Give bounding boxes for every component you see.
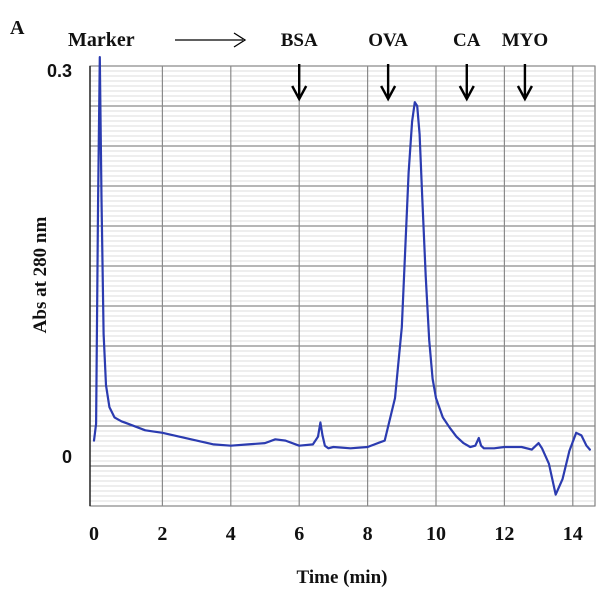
y-tick-labels: 00.3 bbox=[47, 61, 72, 467]
major-grid bbox=[90, 65, 595, 507]
marker-bsa-arrowhead bbox=[291, 85, 308, 102]
chromatogram-line bbox=[92, 56, 591, 496]
x-tick-label: 4 bbox=[226, 523, 236, 545]
panel-label: A bbox=[10, 17, 25, 39]
marker-label: Marker bbox=[68, 29, 135, 51]
marker-bsa-label: BSA bbox=[281, 30, 318, 51]
x-axis-title: Time (min) bbox=[297, 567, 388, 588]
marker-arrows bbox=[291, 64, 533, 102]
marker-myo-label: MYO bbox=[502, 30, 548, 51]
marker-ca-label: CA bbox=[453, 30, 481, 51]
x-tick-label: 10 bbox=[426, 523, 446, 545]
x-tick-labels: 0 2 4 6 8 10 12 14 bbox=[89, 523, 583, 545]
x-tick-label: 14 bbox=[563, 523, 583, 545]
x-tick-label: 8 bbox=[363, 523, 373, 545]
series-group bbox=[92, 56, 591, 496]
y-tick-label: 0 bbox=[62, 447, 72, 467]
x-tick-label: 6 bbox=[294, 523, 304, 545]
marker-ova-label: OVA bbox=[368, 30, 408, 51]
marker-ca-arrowhead bbox=[458, 85, 475, 102]
marker-myo-arrowhead bbox=[516, 85, 533, 102]
marker-pointer-arrow bbox=[175, 32, 247, 48]
y-axis-title: Abs at 280 nm bbox=[30, 217, 51, 334]
x-tick-label: 0 bbox=[89, 523, 99, 545]
marker-ova-arrowhead bbox=[380, 85, 397, 102]
x-tick-label: 12 bbox=[494, 523, 514, 545]
x-tick-label: 2 bbox=[157, 523, 167, 545]
y-tick-label: 0.3 bbox=[47, 61, 72, 81]
